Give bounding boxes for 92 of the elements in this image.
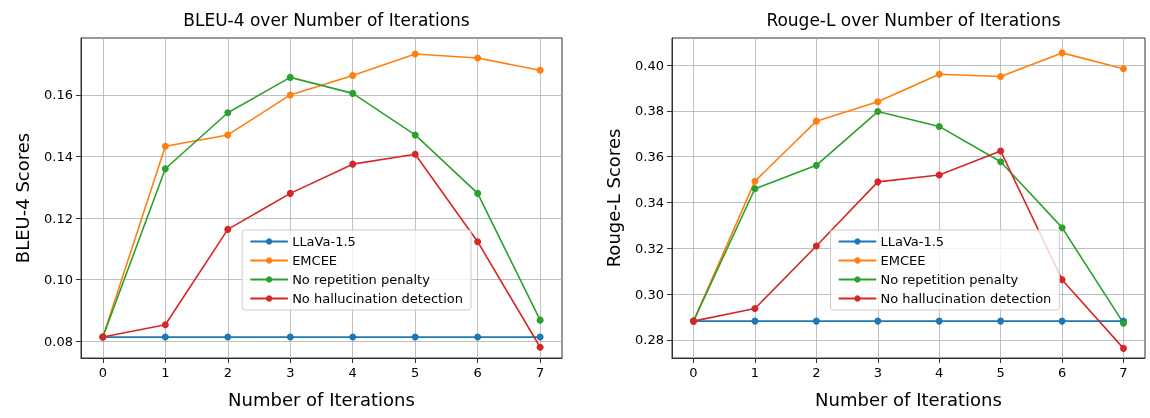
point — [751, 177, 759, 185]
point — [997, 72, 1005, 80]
point — [349, 89, 357, 97]
point — [1120, 65, 1127, 73]
y-tick-label: 0.30 — [635, 286, 664, 302]
point — [474, 238, 482, 246]
point — [536, 343, 544, 351]
point — [349, 72, 357, 80]
y-tick-label: 0.08 — [44, 333, 73, 349]
chart-title: BLEU-4 over Number of Iterations — [183, 9, 470, 30]
x-axis-title: Number of Iterations — [228, 388, 415, 410]
point — [161, 321, 169, 329]
y-tick-label: 0.14 — [44, 148, 73, 164]
x-tick-label: 6 — [473, 365, 482, 380]
point — [286, 91, 294, 99]
point — [935, 70, 943, 78]
point — [411, 333, 419, 341]
y-tick-label: 0.38 — [635, 103, 664, 119]
point — [286, 189, 294, 197]
point — [935, 171, 943, 179]
x-axis-title: Number of Iterations — [815, 388, 1002, 410]
point — [874, 178, 882, 186]
y-tick-label: 0.36 — [635, 149, 664, 165]
legend-label: No hallucination detection — [880, 291, 1052, 306]
point — [812, 117, 820, 125]
point — [411, 50, 419, 58]
point — [874, 317, 882, 325]
x-tick-label: 0 — [689, 365, 698, 380]
point — [161, 165, 169, 173]
y-axis-title: BLEU-4 Scores — [11, 132, 33, 264]
point — [224, 225, 232, 233]
point — [224, 333, 232, 341]
chart-title: Rouge-L over Number of Iterations — [766, 9, 1061, 30]
point — [536, 316, 544, 324]
point — [161, 142, 169, 150]
point — [874, 108, 882, 116]
x-tick-label: 0 — [98, 365, 107, 380]
legend-label: No repetition penalty — [880, 272, 1019, 287]
point — [751, 305, 759, 313]
point — [349, 160, 357, 168]
point — [997, 158, 1005, 166]
point — [411, 131, 419, 139]
legend-label: No hallucination detection — [292, 291, 464, 306]
point — [812, 317, 820, 325]
point — [536, 333, 544, 341]
y-axis-title: Rouge-L Scores — [602, 128, 624, 268]
point — [286, 73, 294, 81]
point — [812, 161, 820, 169]
point — [286, 333, 294, 341]
point — [161, 333, 169, 341]
x-tick-label: 7 — [1119, 365, 1128, 380]
x-tick-label: 1 — [750, 365, 760, 380]
y-tick-label: 0.16 — [44, 87, 73, 103]
x-tick-label: 4 — [348, 365, 357, 380]
y-tick-label: 0.28 — [635, 332, 664, 348]
point — [1058, 224, 1066, 232]
legend-label: No repetition penalty — [292, 272, 431, 287]
x-tick-label: 5 — [411, 365, 420, 380]
y-tick-label: 0.40 — [635, 57, 664, 73]
legend-label: EMCEE — [880, 253, 926, 268]
x-tick-label: 1 — [161, 365, 170, 380]
y-tick-label: 0.34 — [635, 194, 664, 210]
x-tick-label: 4 — [935, 365, 944, 380]
legend-label: EMCEE — [292, 253, 338, 268]
x-tick-label: 2 — [812, 365, 821, 380]
point — [536, 66, 544, 74]
point — [474, 333, 482, 341]
point — [349, 333, 357, 341]
point — [751, 185, 759, 193]
point — [1120, 344, 1127, 352]
legend-label: LLaVa-1.5 — [880, 234, 945, 249]
point — [411, 150, 419, 158]
y-tick-label: 0.10 — [44, 272, 73, 288]
point — [474, 54, 482, 62]
x-tick-label: 3 — [286, 365, 295, 380]
point — [935, 317, 943, 325]
point — [935, 122, 943, 130]
x-tick-label: 5 — [996, 365, 1005, 380]
x-tick-label: 2 — [223, 365, 232, 380]
point — [997, 147, 1005, 155]
point — [224, 131, 232, 139]
point — [812, 242, 820, 250]
point — [997, 317, 1005, 325]
point — [224, 109, 232, 117]
x-tick-label: 7 — [536, 365, 545, 380]
legend-label: LLaVa-1.5 — [292, 234, 356, 249]
x-tick-label: 3 — [873, 365, 882, 380]
y-tick-label: 0.12 — [44, 210, 73, 226]
y-tick-label: 0.32 — [635, 240, 664, 256]
point — [474, 189, 482, 197]
x-tick-label: 6 — [1057, 365, 1067, 380]
point — [874, 98, 882, 106]
